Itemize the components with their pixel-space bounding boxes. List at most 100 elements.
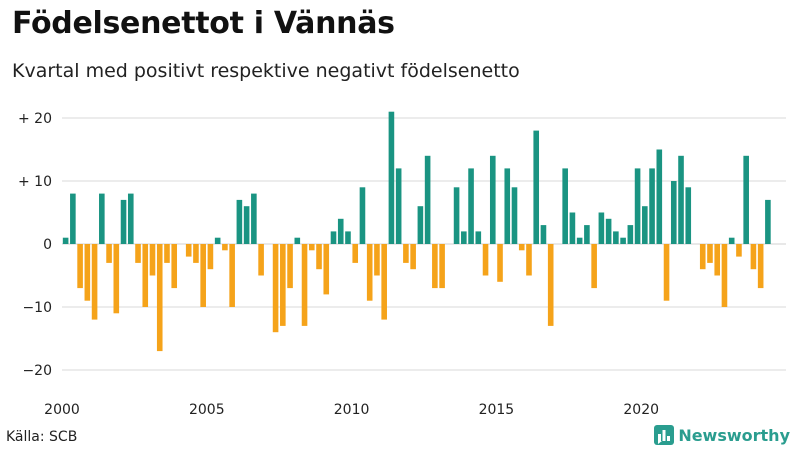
bar-positive [214, 237, 221, 244]
bar-positive [656, 149, 663, 244]
bar-negative [207, 244, 214, 270]
bar-negative [707, 244, 713, 263]
bar-negative [142, 244, 149, 307]
bar-negative [156, 244, 163, 352]
bars [62, 111, 771, 352]
bar-positive [424, 155, 431, 244]
bar-positive [337, 218, 344, 244]
bar-positive [395, 168, 402, 244]
bar-negative [497, 244, 503, 282]
bar-negative [518, 244, 525, 251]
bar-positive [584, 225, 590, 244]
bar-positive [562, 168, 568, 244]
bar-positive [330, 231, 337, 244]
bar-negative [432, 244, 438, 289]
bar-positive [388, 111, 395, 244]
bar-negative [699, 244, 706, 270]
chart-subtitle: Kvartal med positivt respektive negativt… [12, 60, 520, 82]
bar-negative [439, 244, 445, 289]
bar-negative [171, 244, 178, 289]
y-tick-label: 0 [43, 237, 52, 253]
bar-negative [547, 244, 554, 326]
bar-positive [685, 187, 692, 244]
x-tick-label: 2010 [334, 402, 370, 418]
bar-negative [757, 244, 764, 289]
bar-positive [359, 187, 366, 244]
bar-negative [323, 244, 330, 295]
bar-negative [374, 244, 380, 276]
bar-negative [714, 244, 721, 276]
bar-positive [743, 155, 749, 244]
bar-negative [526, 244, 532, 276]
bar-positive [236, 199, 243, 244]
bar-negative [149, 244, 156, 276]
bar-negative [229, 244, 235, 307]
brand-name: Newsworthy [678, 425, 790, 445]
bar-negative [193, 244, 199, 263]
bar-positive [453, 187, 460, 244]
bar-negative [272, 244, 279, 333]
bar-negative [135, 244, 141, 263]
x-tick-label: 2005 [189, 402, 225, 418]
bar-positive [533, 130, 540, 244]
bar-positive [511, 187, 518, 244]
source-note: Källa: SCB [6, 429, 78, 445]
bar-positive [649, 168, 655, 244]
bar-negative [106, 244, 112, 263]
bar-positive [642, 206, 648, 244]
bar-negative [164, 244, 170, 263]
bar-positive [461, 231, 467, 244]
x-tick-label: 2020 [623, 402, 659, 418]
bar-negative [482, 244, 489, 276]
bar-negative [301, 244, 308, 326]
bar-negative [381, 244, 387, 320]
bar-positive [670, 181, 677, 244]
bar-positive [576, 237, 583, 244]
bar-positive [765, 199, 771, 244]
bar-positive [475, 231, 482, 244]
bar-positive [489, 155, 496, 244]
x-axis-ticks: 2000 2005 2010 2015 2020 [44, 402, 659, 418]
bar-positive [468, 168, 474, 244]
bar-positive [504, 168, 511, 244]
bar-positive [127, 193, 134, 244]
bar-negative [308, 244, 315, 251]
bar-negative [352, 244, 359, 263]
bar-positive [627, 225, 634, 244]
bar-positive [728, 237, 735, 244]
bar-negative [736, 244, 742, 257]
bar-positive [99, 193, 105, 244]
newsworthy-logo[interactable]: Newsworthy [654, 425, 790, 445]
bar-positive [620, 237, 626, 244]
bar-negative [77, 244, 83, 289]
chart-title: Födelsenettot i Vännäs [12, 6, 395, 41]
bar-positive [120, 199, 127, 244]
bar-positive [251, 193, 257, 244]
bar-positive [417, 206, 424, 244]
bar-positive [70, 193, 76, 244]
y-tick-label: + 10 [18, 174, 52, 190]
bar-negative [185, 244, 192, 257]
bar-positive [678, 155, 684, 244]
y-axis-ticks: + 20 + 10 0 −10 −20 [18, 111, 52, 379]
bar-negative [222, 244, 228, 251]
bar-positive [569, 212, 576, 244]
bar-negative [410, 244, 416, 270]
bar-negative [403, 244, 409, 263]
bar-positive [598, 212, 605, 244]
bar-negative [750, 244, 757, 270]
gridlines [62, 117, 786, 371]
y-tick-label: −10 [22, 300, 52, 316]
bar-negative [366, 244, 373, 301]
bar-positive [540, 225, 547, 244]
bar-negative [280, 244, 286, 326]
bar-negative [663, 244, 670, 301]
bar-positive [62, 237, 69, 244]
bar-negative [258, 244, 264, 276]
bar-negative [113, 244, 120, 314]
bar-negative [316, 244, 322, 270]
bar-negative [721, 244, 728, 307]
bar-positive [243, 206, 250, 244]
bar-negative [91, 244, 98, 320]
bar-chart-logo-icon [654, 425, 675, 445]
